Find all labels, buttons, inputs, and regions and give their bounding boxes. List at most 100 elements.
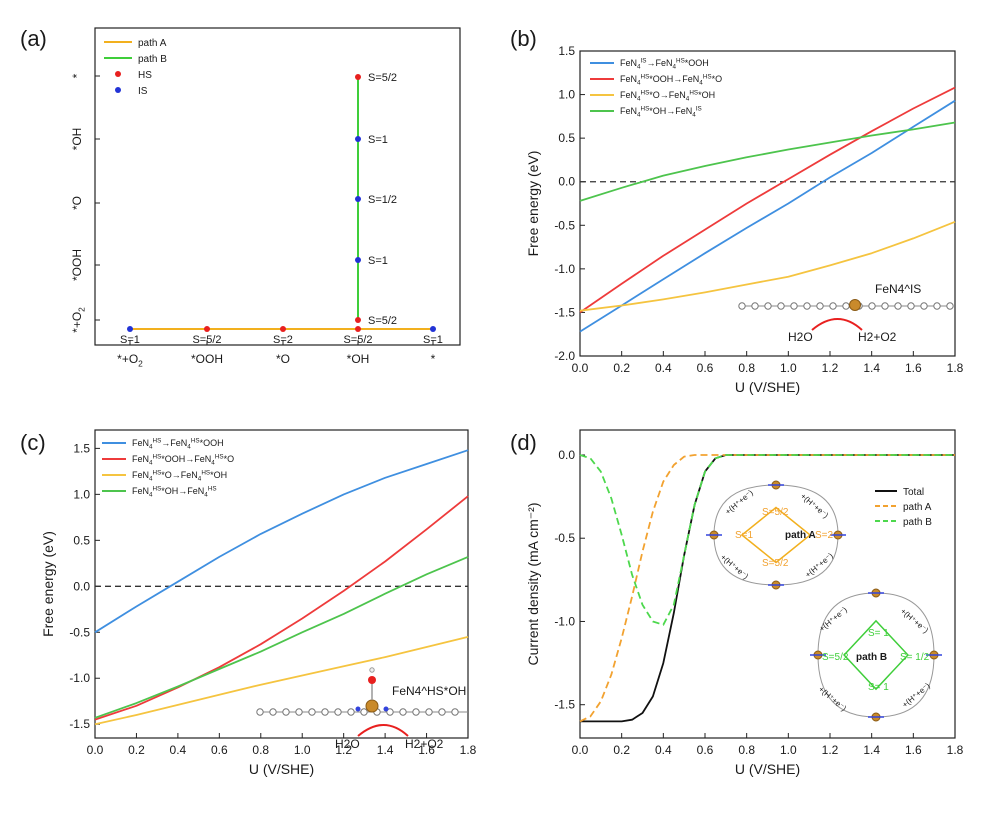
panel-c-reaction-right: H2+O2 [405,737,444,751]
path-b-spin-label: S=5/2 [368,72,397,84]
path-a-spin-label: S=2 [273,334,293,346]
inset-c-atom [412,708,420,716]
path-a-point [430,326,436,332]
panel-d-xtick-label: 0.6 [697,743,714,757]
cycle-b-arc [875,654,935,718]
panel-d-legend-label: Total [903,487,924,498]
cycle-b-arc [817,654,877,718]
cycle-b-arc [817,592,877,656]
panel-c-ytick-label: 0.0 [73,579,90,593]
panel-d-ytick-label: -1.0 [554,614,575,628]
panel-d-ytick-label: -0.5 [554,531,575,545]
panel-c-ytick-label: -1.0 [69,671,90,685]
cycle-a-arc [775,484,839,536]
panel-a-ytick-group: * [70,73,84,78]
panel-b-ylabel: Free energy (eV) [525,151,541,257]
cycle-a-step-1: +(H⁺+e⁻) [724,488,756,517]
path-a-spin-label: S=5/2 [343,334,372,346]
panel-b-legend-label: FeN4IS→FeN4HS*OOH [620,57,709,70]
panel-b-legend-label: FeN4HS*OH→FeN4IS [620,105,702,118]
panel-b-xtick-label: 1.4 [863,361,880,375]
inset-c-atom [269,708,277,716]
panel-c-ylabel: Free energy (eV) [40,531,56,637]
inset-b-atom [894,302,902,310]
cycle-b-step-1: +(H⁺+e⁻) [818,605,850,634]
panel-a-ytick-group: *OOH [70,249,84,281]
panel-b-series-1 [579,86,956,314]
inset-b-atom [764,302,772,310]
panel-a-ytick-label: *O [70,196,84,210]
path-b-point [355,196,361,202]
panel-b-ytick-label: -1.5 [554,305,575,319]
legend-a-path-a: path A [138,38,167,49]
panel-b-ytick-label: -0.5 [554,218,575,232]
cycle-b-top: S= 1 [868,628,889,639]
cycle-a-bottom: S=5/2 [762,558,789,569]
panel-a-xtick-label: *O [276,352,290,366]
panel-c-series-0 [94,449,469,634]
path-b-spin-label: S=1/2 [368,194,397,206]
inset-c-atom [334,708,342,716]
panel-d-frame [579,429,956,739]
panel-d-legend-label: path A [903,502,932,513]
panel-a-ytick-group: *O [70,196,84,210]
inset-c-atom [282,708,290,716]
panel-b-series-3 [579,121,956,202]
panel-a-ytick-label: *+O2 [70,307,87,333]
inset-c-n-atom [383,706,389,712]
path-a-spin-label: S=1 [120,334,140,346]
panel-b-xtick-label: 0.8 [738,361,755,375]
panel-d-xtick-label: 1.4 [863,743,880,757]
inset-b-atom [829,302,837,310]
inset-c-hydrogen [369,667,375,673]
panel-b-legend-label: FeN4HS*OOH→FeN4HS*O [620,73,722,86]
panel-b-reaction-right: H2+O2 [858,330,897,344]
panel-b-series-0 [579,99,956,333]
cycle-b-arc [875,592,935,656]
inset-c-atom [321,708,329,716]
inset-c-n-atom [355,706,361,712]
inset-c-atom [347,708,355,716]
cycle-b-step-2: +(H⁺+e⁻) [899,607,931,636]
legend-a-path-b: path B [138,54,167,65]
inset-c-atom [256,708,264,716]
panel-b-xlabel: U (V/SHE) [735,379,800,395]
cycle-a-title: path A [785,530,816,541]
legend-a-hs-swatch [115,71,121,77]
panel-d-ytick-label: 0.0 [558,448,575,462]
panel-a-ytick-label: * [70,73,84,78]
inset-c-atom [360,708,368,716]
panel-b-xtick-label: 1.2 [822,361,839,375]
path-b-point [355,257,361,263]
inset-b-fe-atom [849,299,861,311]
inset-b-atom [933,302,941,310]
panel-b-ytick-label: -1.0 [554,262,575,276]
inset-b-arrow [811,318,863,331]
panel-b-xtick-label: 0.6 [697,361,714,375]
inset-c-atom [425,708,433,716]
panel-d: 0.0 0.2 0.4 0.6 0.8 1.0 1.2 1.4 1.6 1.8 -1.5 -1.0 -0… [525,429,964,777]
panel-d-xtick-label: 1.8 [947,743,964,757]
panel-b-label: (b) [510,26,537,51]
path-b-spin-label: S=1 [368,255,388,267]
panel-a-label: (a) [20,26,47,51]
inset-b-atom [790,302,798,310]
panel-d-ylabel: Current density (mA cm⁻²) [525,503,541,666]
panel-a-ytick-label: *OOH [70,249,84,281]
panel-a-xtick-label: * [431,352,436,366]
legend-a-is: IS [138,86,148,97]
panel-d-legend-label: path B [903,517,932,528]
panel-a-ytick-group: *+O2 [70,307,87,333]
panel-b-ytick-label: 0.5 [558,131,575,145]
cycle-b-bottom: S= 1 [868,682,889,693]
path-a-point [355,326,361,332]
inset-b-atom [946,302,954,310]
panel-a-ytick-label: *OH [70,128,84,151]
path-a-spin-label: S=5/2 [192,334,221,346]
panel-c-xtick-label: 0.6 [211,743,228,757]
panel-c-legend-label: FeN4HS*OOH→FeN4HS*O [132,453,234,466]
path-a-point [127,326,133,332]
path-b-point [355,74,361,80]
panel-c-xtick-label: 1.6 [418,743,435,757]
